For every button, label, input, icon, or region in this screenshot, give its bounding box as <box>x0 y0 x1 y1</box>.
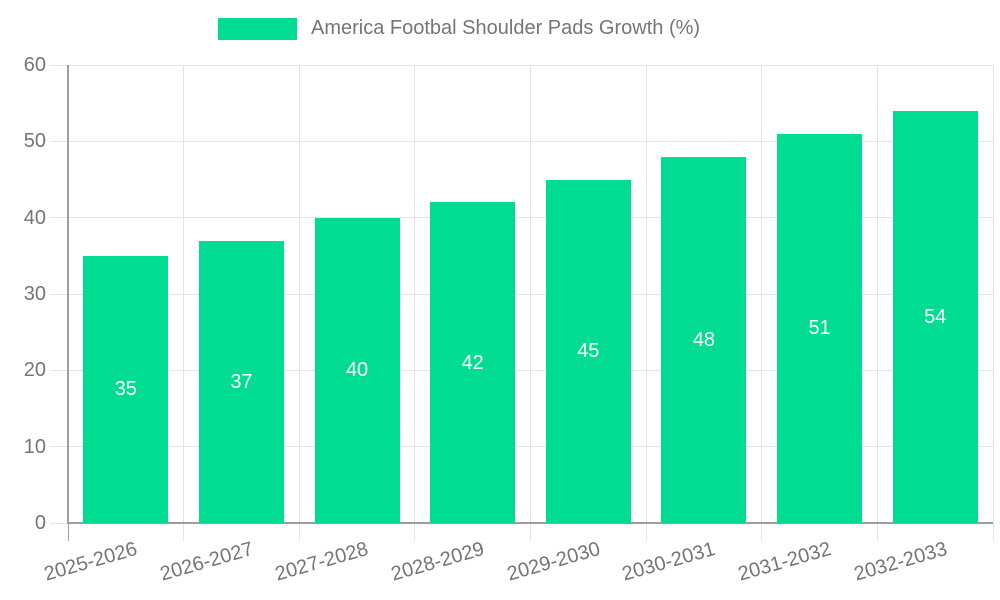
x-axis-tick <box>183 523 185 541</box>
bar-value-label: 51 <box>808 317 831 340</box>
gridline-vertical <box>992 65 994 523</box>
y-axis-tick <box>50 64 68 66</box>
bar <box>83 255 169 523</box>
x-tick-label: 2032-2033 <box>851 538 950 586</box>
bar-value-label: 45 <box>577 340 600 363</box>
gridline-vertical <box>183 65 185 523</box>
bar <box>777 133 863 523</box>
y-axis-tick <box>50 217 68 219</box>
bar <box>545 179 631 523</box>
legend: America Footbal Shoulder Pads Growth (%) <box>218 17 700 40</box>
bar-value-label: 54 <box>924 305 947 328</box>
x-axis-line <box>67 522 993 524</box>
x-tick-label: 2028-2029 <box>388 538 487 586</box>
x-axis-tick <box>414 523 416 541</box>
y-axis-line <box>67 65 69 523</box>
bar-value-label: 37 <box>230 370 253 393</box>
gridline-vertical <box>298 65 300 523</box>
bar-value-label: 42 <box>461 351 484 374</box>
bar <box>892 110 978 523</box>
x-tick-label: 2025-2026 <box>41 538 140 586</box>
y-tick-label: 50 <box>23 130 46 153</box>
y-axis-tick <box>50 293 68 295</box>
x-tick-label: 2027-2028 <box>273 538 372 586</box>
x-axis-tick <box>645 523 647 541</box>
y-tick-label: 60 <box>23 54 46 76</box>
legend-label: America Footbal Shoulder Pads Growth (%) <box>311 17 701 39</box>
bar <box>198 240 284 523</box>
y-axis-tick <box>50 369 68 371</box>
legend-swatch <box>218 17 297 40</box>
y-tick-label: 20 <box>23 359 46 382</box>
x-tick-label: 2029-2030 <box>504 538 603 586</box>
bar-value-label: 35 <box>114 378 137 401</box>
y-axis-tick <box>50 522 68 524</box>
x-axis-tick <box>876 523 878 541</box>
gridline-vertical <box>876 65 878 523</box>
x-axis-tick <box>67 523 69 541</box>
gridline-vertical <box>530 65 531 523</box>
x-tick-label: 2030-2031 <box>619 538 719 586</box>
x-axis-tick <box>992 523 994 541</box>
y-axis-tick <box>50 140 68 142</box>
x-tick-label: 2031-2032 <box>735 538 834 586</box>
bar <box>314 217 400 523</box>
bar <box>430 202 516 523</box>
y-tick-label: 40 <box>23 206 46 229</box>
gridline-vertical <box>645 65 647 523</box>
y-tick-label: 30 <box>23 283 46 305</box>
bar <box>661 156 747 523</box>
gridline-vertical <box>761 65 763 523</box>
bar-value-label: 48 <box>692 328 716 351</box>
bar-value-label: 40 <box>345 359 369 382</box>
y-tick-label: 0 <box>34 512 46 534</box>
x-tick-label: 2026-2027 <box>157 538 256 586</box>
y-axis-tick <box>50 446 68 448</box>
x-axis-tick <box>761 523 763 541</box>
x-axis-tick <box>298 523 300 541</box>
gridline-vertical <box>414 65 416 523</box>
y-tick-label: 10 <box>23 435 46 458</box>
x-axis-tick <box>530 523 531 541</box>
